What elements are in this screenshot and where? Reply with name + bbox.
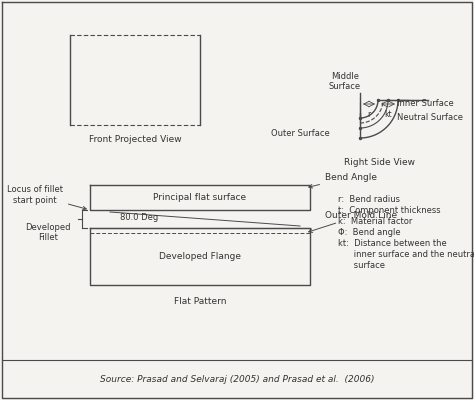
Text: Outer Mold Line: Outer Mold Line xyxy=(309,210,397,232)
Text: Right Side View: Right Side View xyxy=(345,158,416,167)
Text: Front Projected View: Front Projected View xyxy=(89,134,182,144)
Text: kt: kt xyxy=(384,110,392,119)
Text: Fillet: Fillet xyxy=(38,232,58,242)
Text: Locus of fillet
start point: Locus of fillet start point xyxy=(7,185,86,210)
Text: Principal flat surface: Principal flat surface xyxy=(154,193,246,202)
Text: Bend Angle: Bend Angle xyxy=(309,172,377,188)
Text: Developed: Developed xyxy=(25,222,71,232)
Text: 80.0 Deg: 80.0 Deg xyxy=(120,212,158,222)
Text: Surface: Surface xyxy=(329,82,361,91)
Text: k:  Material factor: k: Material factor xyxy=(338,217,412,226)
Text: Neutral Surface: Neutral Surface xyxy=(397,114,463,122)
Text: Outer Surface: Outer Surface xyxy=(271,128,329,138)
Text: t:  Component thickness: t: Component thickness xyxy=(338,206,441,215)
Text: Source: Prasad and Selvaraj (2005) and Prasad et al.  (2006): Source: Prasad and Selvaraj (2005) and P… xyxy=(100,376,374,384)
Text: Developed Flange: Developed Flange xyxy=(159,252,241,261)
Text: r: r xyxy=(367,110,371,119)
Text: Φ:  Bend angle: Φ: Bend angle xyxy=(338,228,401,237)
Text: surface: surface xyxy=(338,261,385,270)
Text: inner surface and the neutral: inner surface and the neutral xyxy=(338,250,474,259)
Text: r:  Bend radius: r: Bend radius xyxy=(338,195,400,204)
Text: Inner Surface: Inner Surface xyxy=(397,99,453,108)
Text: Flat Pattern: Flat Pattern xyxy=(174,296,226,306)
Text: kt:  Distance between the: kt: Distance between the xyxy=(338,239,447,248)
Text: Middle: Middle xyxy=(331,72,359,81)
